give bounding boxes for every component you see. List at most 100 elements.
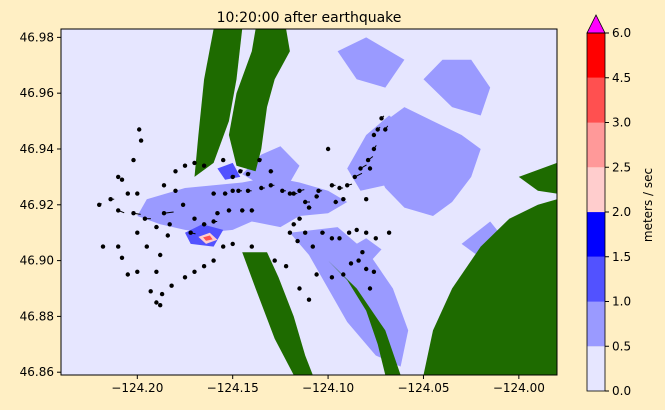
land-region-4 [423,199,557,375]
velocity-arrow-74 [337,236,342,241]
colorbar-segment-6 [587,77,605,123]
velocity-arrow-4 [142,216,151,221]
velocity-arrow-115 [230,188,235,193]
velocity-arrow-80 [360,250,365,255]
velocity-arrow-14 [161,183,167,188]
velocity-arrow-45 [297,188,305,193]
velocity-arrow-99 [182,275,188,280]
velocity-arrow-47 [306,205,312,210]
colorbar-tick-label-4: 2.0 [612,205,631,219]
y-tick-label-0: 46.86 [20,365,54,379]
velocity-arrow-43 [268,169,274,174]
velocity-arrow-5 [161,211,174,216]
colorbar-extend-triangle [586,14,606,34]
velocity-arrow-6 [154,224,159,230]
velocity-arrow-83 [364,266,369,272]
colorbar-segment-1 [587,301,605,347]
velocity-arrow-35 [238,169,243,174]
velocity-arrow-54 [329,183,336,188]
velocity-arrow-96 [211,258,216,263]
colorbar-segment-7 [587,33,605,78]
velocity-arrow-36 [245,171,251,177]
velocity-arrow-38 [192,160,197,166]
velocity-arrow-87 [329,275,335,280]
land-region-0 [228,29,290,172]
velocity-arrow-84 [371,269,377,274]
colorbar-label: meters / sec [641,168,655,242]
velocity-arrow-34 [230,174,236,180]
x-tick-label-3: −124.05 [397,381,449,395]
velocity-arrow-76 [354,227,359,233]
velocity-arrow-48 [297,216,302,221]
velocity-arrow-30 [259,185,265,191]
velocity-arrow-113 [144,244,149,249]
velocity-arrow-107 [100,244,106,249]
x-tick-label-1: −124.15 [207,381,259,395]
colorbar-segment-5 [587,122,605,168]
velocity-arrow-8 [135,191,140,196]
chart-title: 10:20:00 after earthquake [217,10,402,26]
velocity-arrow-71 [310,244,315,249]
velocity-arrow-98 [192,269,197,274]
velocity-arrow-111 [165,233,170,238]
velocity-arrow-41 [201,163,207,168]
colorbar-segment-0 [587,346,605,392]
velocity-arrow-79 [386,230,392,235]
speed-region-0 [137,176,348,233]
speed-region-4 [366,107,481,216]
velocity-arrow-78 [373,236,378,241]
colorbar-tick-label-1: 0.5 [612,339,631,353]
velocity-arrow-66 [379,115,385,121]
velocity-arrow-37 [257,157,263,163]
speed-region-12 [203,235,213,241]
velocity-arrow-73 [329,236,335,241]
velocity-arrow-108 [125,272,130,277]
velocity-arrow-88 [314,272,319,277]
colorbar: 0.0 0.5 1.0 1.5 2.0 2.5 3.0 4.5 6.0 [586,14,631,398]
colorbar-segment-4 [587,167,605,213]
velocity-arrow-101 [159,291,165,297]
speed-region-3 [337,37,405,88]
velocity-arrow-55 [337,185,344,191]
velocity-arrow-75 [346,230,352,235]
velocity-arrow-68 [371,145,377,152]
velocity-arrow-89 [297,286,302,291]
velocity-arrow-94 [230,241,235,247]
velocity-arrow-44 [287,191,295,196]
colorbar-tick-label-0: 0.0 [612,384,631,398]
velocity-arrow-81 [348,261,354,266]
velocity-arrow-56 [345,183,353,188]
velocity-arrow-91 [283,264,289,269]
velocity-arrow-70 [314,194,319,199]
velocity-arrow-21 [211,219,218,224]
velocity-arrow-62 [364,197,369,202]
y-tick-label-5: 46.96 [20,86,54,100]
plot-frame [60,28,558,376]
velocity-arrow-3 [131,211,141,216]
velocity-arrow-15 [173,188,178,193]
colorbar-tick-label-7: 4.5 [612,71,631,85]
velocity-arrow-46 [303,199,310,205]
y-tick-label-2: 46.90 [20,254,54,268]
velocity-arrow-85 [367,286,373,291]
velocity-arrow-31 [268,183,275,188]
land-region-5 [518,162,557,194]
x-tick-label-2: −124.10 [302,381,354,395]
velocity-arrow-106 [119,255,125,260]
velocity-arrow-42 [221,157,226,163]
x-tick-label-0: −124.20 [111,381,163,395]
speed-region-1 [242,146,300,186]
colorbar-tick-label-5: 2.5 [612,160,631,174]
velocity-arrow-53 [316,188,323,193]
velocity-arrow-16 [180,202,186,207]
velocity-arrow-12 [138,138,144,143]
velocity-arrow-64 [371,132,377,138]
colorbar-tick-label-8: 6.0 [612,26,631,40]
velocity-arrow-92 [272,258,277,263]
velocity-arrow-69 [325,146,331,152]
velocity-arrow-2 [116,208,125,214]
velocity-arrow-19 [188,230,196,235]
velocity-arrow-93 [249,244,254,249]
velocity-arrow-22 [215,211,220,216]
land-region-1 [194,29,243,177]
